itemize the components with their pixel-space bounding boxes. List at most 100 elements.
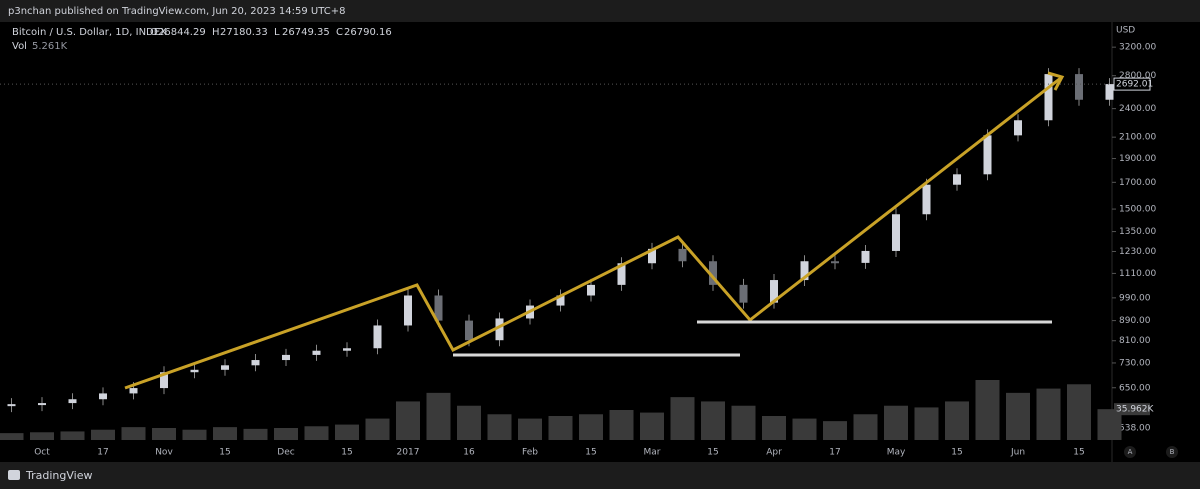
candle-body xyxy=(1014,120,1022,136)
candle-body xyxy=(953,174,961,185)
volume-bar xyxy=(731,405,756,440)
candle-body xyxy=(251,360,260,366)
candle-body xyxy=(678,248,687,262)
volume-bar xyxy=(365,418,390,440)
candle-body xyxy=(648,248,656,264)
volume-bar xyxy=(609,410,634,440)
top-bar xyxy=(0,0,1200,22)
volume-bar xyxy=(853,414,878,440)
volume-tag-label: 35.962K xyxy=(1116,405,1154,415)
y-tick-label: 1230.00 xyxy=(1119,247,1156,257)
volume-label: Vol xyxy=(12,41,27,52)
volume-bar xyxy=(274,428,298,440)
volume-bar xyxy=(152,428,176,440)
volume-bar xyxy=(670,397,695,440)
ohlc-value: 26844.29 xyxy=(158,27,206,38)
candle-body xyxy=(404,295,412,326)
x-tick-label: Nov xyxy=(155,448,173,458)
candle-body xyxy=(68,399,77,404)
x-tick-label: May xyxy=(887,448,906,458)
symbol: Bitcoin / U.S. Dollar, 1D, INDEX xyxy=(12,27,167,38)
candle-body xyxy=(38,403,46,406)
last-price-label: 2692.01 xyxy=(1116,80,1153,90)
candle-body xyxy=(800,261,809,281)
x-tick-label: Oct xyxy=(34,448,50,458)
candle-body xyxy=(221,365,229,370)
volume-bar xyxy=(426,392,451,440)
logo xyxy=(8,470,20,480)
candle-body xyxy=(312,350,321,355)
candle-body xyxy=(99,393,107,400)
volume-bar xyxy=(792,418,817,440)
ohlc-label: H xyxy=(212,27,220,38)
volume-bar xyxy=(304,426,329,440)
candle-body xyxy=(861,250,870,263)
y-tick-label: 890.00 xyxy=(1119,316,1151,326)
x-tick-label: Feb xyxy=(522,448,538,458)
volume-bar xyxy=(1006,392,1030,440)
candle-body xyxy=(190,369,199,373)
candle-body xyxy=(739,284,748,303)
volume-bar xyxy=(487,414,512,440)
y-tick-label: 990.00 xyxy=(1119,293,1151,303)
volume-bar xyxy=(60,431,85,440)
y-tick-label: 650.00 xyxy=(1119,383,1151,393)
ohlc-value: 26749.35 xyxy=(282,27,330,38)
y-tick-label: 1350.00 xyxy=(1119,227,1156,237)
volume-bar xyxy=(640,412,664,440)
x-tick-label: 16 xyxy=(463,448,475,458)
y-tick-label: 2100.00 xyxy=(1119,133,1156,143)
scale-button[interactable] xyxy=(1166,446,1178,458)
volume-bar xyxy=(30,432,54,440)
volume-bar xyxy=(91,429,115,440)
scale-button-label: A xyxy=(1128,448,1133,456)
x-tick-label: 15 xyxy=(951,448,962,458)
x-tick-label: 2017 xyxy=(397,448,420,458)
candle-body xyxy=(343,348,351,351)
x-tick-label: Dec xyxy=(277,448,294,458)
y-tick-label: 810.00 xyxy=(1119,336,1151,346)
volume-bar xyxy=(579,414,603,440)
volume-bar xyxy=(884,405,908,440)
brand: TradingView xyxy=(25,469,92,482)
y-tick-label: 538.00 xyxy=(1119,424,1151,434)
candle-body xyxy=(556,295,565,306)
volume-bar xyxy=(457,405,481,440)
volume-bar xyxy=(823,421,847,440)
scale-button[interactable] xyxy=(1124,446,1136,458)
x-tick-label: Apr xyxy=(766,448,782,458)
volume-bar xyxy=(975,380,1000,440)
candle-body xyxy=(1044,74,1053,121)
candle-body xyxy=(983,135,992,175)
ohlc-value: 26790.16 xyxy=(344,27,392,38)
y-tick-label: 1500.00 xyxy=(1119,205,1156,215)
x-tick-label: 17 xyxy=(97,448,108,458)
candle-body xyxy=(892,214,900,251)
candle-body xyxy=(434,295,443,321)
publisher: p3nchan published on TradingView.com, Ju… xyxy=(8,6,345,17)
volume-value: 5.261K xyxy=(32,41,68,52)
currency: USD xyxy=(1116,26,1135,36)
x-tick-label: 15 xyxy=(585,448,596,458)
candle-body xyxy=(1105,84,1114,100)
volume-bar xyxy=(518,418,542,440)
ohlc-label: L xyxy=(274,27,280,38)
candle-body xyxy=(1075,74,1083,100)
y-tick-label: 730.00 xyxy=(1119,358,1151,368)
candle-body xyxy=(7,404,16,407)
y-tick-label: 1900.00 xyxy=(1119,154,1156,164)
y-tick-label: 3200.00 xyxy=(1119,43,1156,53)
volume-bar xyxy=(243,428,268,440)
volume-bar xyxy=(1067,384,1091,440)
x-tick-label: 15 xyxy=(341,448,352,458)
volume-bar xyxy=(1036,388,1061,440)
candle-body xyxy=(129,388,138,394)
candle-body xyxy=(495,318,504,341)
y-tick-label: 2400.00 xyxy=(1119,104,1156,114)
volume-bar xyxy=(701,401,725,440)
volume-bar xyxy=(396,401,420,440)
footer-bar xyxy=(0,462,1200,489)
